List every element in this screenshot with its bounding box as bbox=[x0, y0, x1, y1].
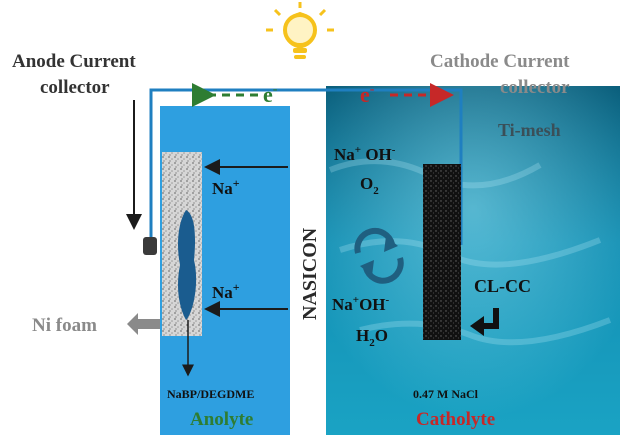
anode-collector-terminal bbox=[143, 237, 157, 255]
anode-collector-label-line1: Anode Current bbox=[12, 51, 136, 72]
ti-mesh-label: Ti-mesh bbox=[498, 120, 561, 140]
catholyte-light-glow bbox=[326, 86, 620, 435]
anode-electrolyte-label: NaBP/DEGDME bbox=[167, 387, 254, 401]
electron-label-left: e- bbox=[263, 82, 278, 107]
naoh-label-lower: Na+OH- bbox=[332, 294, 390, 314]
cl-cc-cathode bbox=[423, 164, 461, 340]
cathode-collector-label-line2: collector bbox=[500, 77, 570, 98]
cathode-electrolyte-label: 0.47 M NaCl bbox=[413, 387, 479, 401]
na-ion-label-lower: Na+ bbox=[212, 280, 240, 302]
sodium-deposit bbox=[178, 210, 197, 320]
electron-label-right: e- bbox=[360, 82, 375, 107]
na-ion-label-upper: Na+ bbox=[212, 176, 240, 198]
hooked-arrow-icon bbox=[470, 308, 499, 336]
ni-foam-label: Ni foam bbox=[32, 315, 97, 336]
left-block-arrow-icon bbox=[127, 313, 160, 335]
lightbulb-icon bbox=[266, 2, 334, 59]
cathode-collector-label-line1: Cathode Current bbox=[430, 51, 570, 72]
naoh-label-upper: Na+ OH- bbox=[334, 144, 396, 164]
nasicon-label: NASICON bbox=[299, 227, 321, 320]
catholyte-label: Catholyte bbox=[416, 409, 495, 430]
cl-cc-label: CL-CC bbox=[474, 276, 531, 296]
h2o-label: H2O bbox=[356, 326, 388, 349]
anode-collector-label-line2: collector bbox=[40, 77, 110, 98]
circular-arrows-icon bbox=[354, 227, 404, 284]
o2-label: O2 bbox=[360, 174, 379, 197]
anolyte-label: Anolyte bbox=[190, 409, 253, 430]
